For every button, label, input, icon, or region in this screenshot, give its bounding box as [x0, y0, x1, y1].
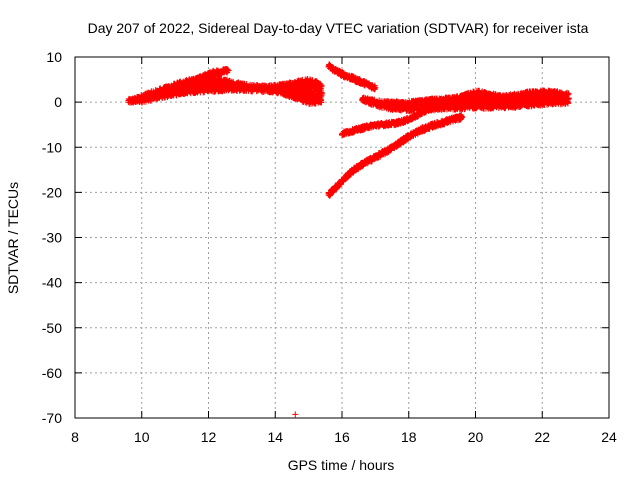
x-tick-label: 14	[267, 429, 283, 445]
x-axis-label: GPS time / hours	[288, 457, 395, 473]
x-tick-label: 8	[71, 429, 79, 445]
y-tick-label: -70	[42, 410, 62, 426]
y-tick-label: -20	[42, 184, 62, 200]
data-points	[125, 61, 572, 418]
y-tick-label: -40	[42, 275, 62, 291]
data-point	[318, 99, 325, 106]
y-tick-label: -30	[42, 230, 62, 246]
y-tick-label: -60	[42, 365, 62, 381]
y-tick-label: -50	[42, 320, 62, 336]
data-point	[318, 90, 325, 97]
data-point	[318, 83, 325, 90]
x-tick-labels: 8 10 12 14 16 18 20 22 24	[71, 429, 617, 445]
y-tick-label: -10	[42, 139, 62, 155]
x-tick-label: 12	[201, 429, 217, 445]
x-tick-label: 20	[468, 429, 484, 445]
data-point	[292, 411, 299, 418]
x-tick-label: 18	[401, 429, 417, 445]
y-tick-label: 10	[46, 49, 62, 65]
x-tick-label: 24	[601, 429, 617, 445]
y-tick-labels: -70 -60 -50 -40 -30 -20 -10 0 10	[42, 49, 62, 426]
y-axis-label: SDTVAR / TECUs	[5, 182, 21, 294]
y-tick-label: 0	[54, 94, 62, 110]
x-tick-label: 10	[134, 429, 150, 445]
chart-title: Day 207 of 2022, Sidereal Day-to-day VTE…	[88, 20, 589, 36]
grid	[75, 57, 609, 418]
x-tick-label: 22	[534, 429, 550, 445]
x-tick-label: 16	[334, 429, 350, 445]
